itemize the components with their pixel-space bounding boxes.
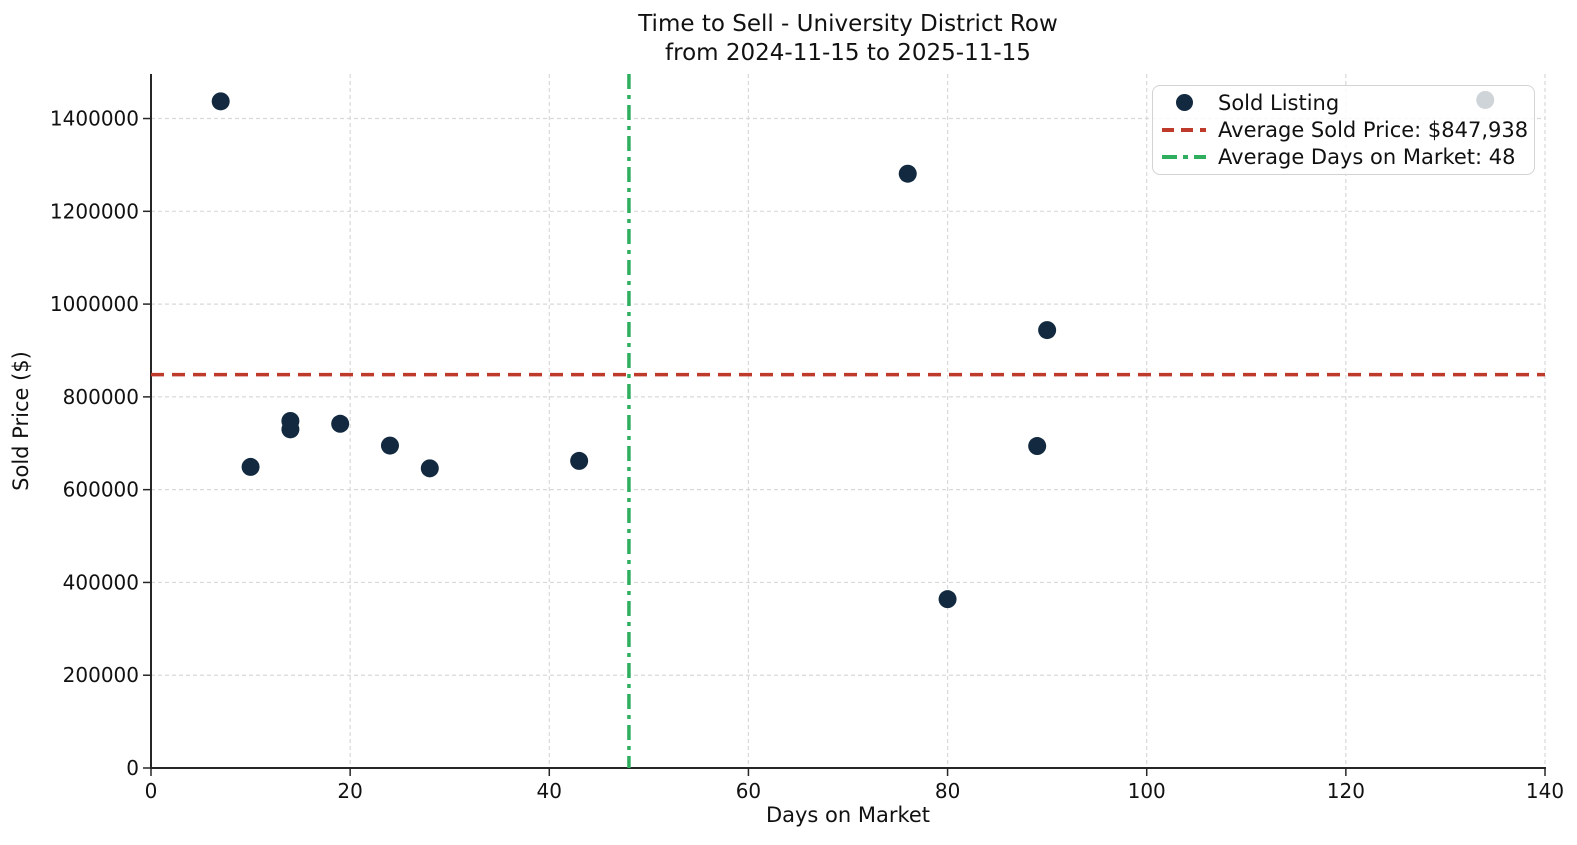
legend-label-average-days-on-market: Average Days on Market: 48 (1218, 145, 1516, 170)
legend-label-average-sold-price: Average Sold Price: $847,938 (1218, 118, 1529, 142)
y-tick-label: 1000000 (50, 292, 139, 316)
x-tick-label: 100 (1128, 779, 1166, 803)
data-point (570, 451, 589, 470)
x-tick-label: 20 (337, 779, 362, 803)
x-tick-label: 0 (145, 779, 158, 803)
y-axis-label: Sold Price ($) (9, 351, 33, 491)
y-tick-label: 400000 (63, 570, 139, 594)
x-tick-label: 140 (1526, 779, 1564, 803)
legend-label-sold-listing: Sold Listing (1218, 90, 1340, 115)
data-point (380, 436, 399, 455)
legend-item-average-sold-price: Average Sold Price: $847,938 (1153, 117, 1534, 144)
data-point (241, 457, 260, 476)
data-point (1038, 321, 1057, 340)
y-tick-label: 1200000 (50, 199, 139, 223)
legend: Sold Listing Average Sold Price: $847,93… (1152, 85, 1535, 175)
legend-item-average-days-on-market: Average Days on Market: 48 (1153, 144, 1534, 171)
x-axis-label: Days on Market (765, 803, 931, 827)
data-point (938, 590, 957, 609)
data-point (211, 92, 230, 111)
data-point (331, 414, 350, 433)
data-point (898, 164, 917, 183)
chart-title: Time to Sell - University District Row (638, 11, 1058, 37)
y-tick-label: 200000 (63, 663, 139, 687)
chart-title-block: Time to Sell - University District Row f… (151, 10, 1545, 68)
chart-subtitle: from 2024-11-15 to 2025-11-15 (665, 40, 1031, 66)
legend-item-sold-listing: Sold Listing (1153, 89, 1534, 116)
x-tick-label: 80 (935, 779, 960, 803)
sold-listing-dot-marker-icon (1162, 94, 1206, 112)
y-tick-label: 600000 (63, 478, 139, 502)
x-tick-label: 40 (537, 779, 562, 803)
y-tick-label: 800000 (63, 385, 139, 409)
x-tick-label: 120 (1327, 779, 1365, 803)
x-tick-label: 60 (736, 779, 761, 803)
y-tick-label: 1400000 (50, 107, 139, 131)
y-tick-label: 0 (126, 756, 139, 780)
data-point (281, 420, 300, 439)
average-sold-price-dashed-line-marker-icon (1162, 121, 1206, 139)
data-point (1028, 437, 1047, 456)
data-point (420, 459, 439, 478)
average-days-dashdot-line-marker-icon (1162, 148, 1206, 166)
